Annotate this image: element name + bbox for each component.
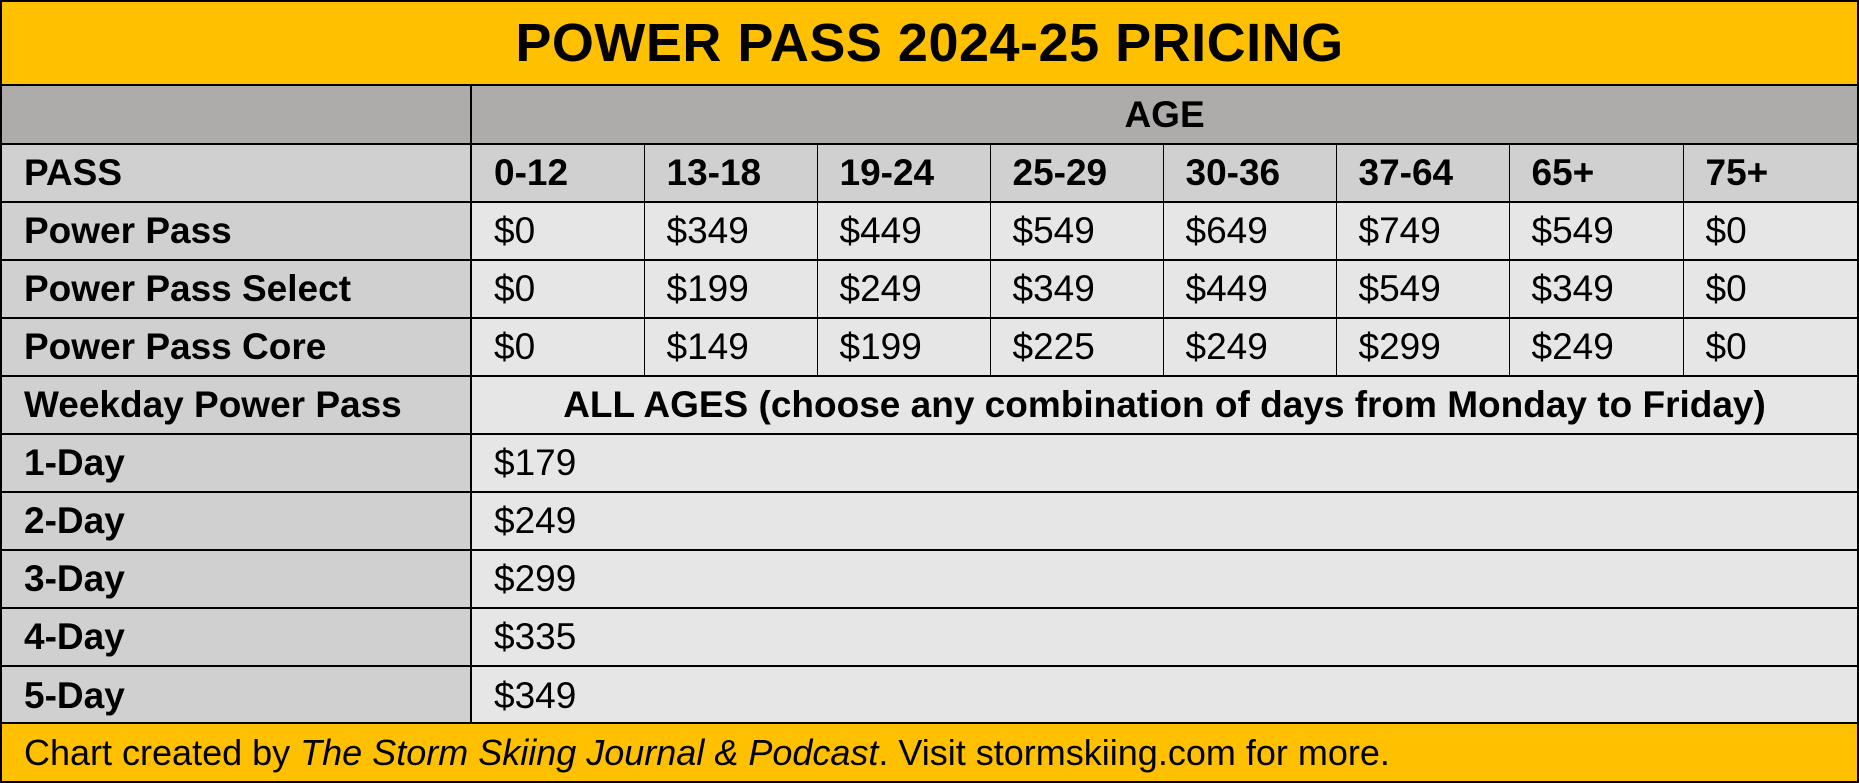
column-header-row: PASS 0-12 13-18 19-24 25-29 30-36 37-64 … (2, 144, 1858, 203)
price-cell: $749 (1336, 202, 1510, 261)
age-header: AGE (471, 86, 1858, 145)
price-cell: $299 (471, 550, 1858, 609)
price-cell: $349 (471, 666, 1858, 724)
table-row: 5-Day $349 (2, 666, 1858, 724)
table-row: Power Pass Core $0 $149 $199 $225 $249 $… (2, 318, 1858, 377)
row-label: 5-Day (2, 666, 472, 724)
age-column-header: 75+ (1683, 144, 1858, 203)
price-cell: $649 (1163, 202, 1337, 261)
row-label: Power Pass Core (2, 318, 472, 377)
row-label: 1-Day (2, 434, 472, 493)
age-header-row: AGE (2, 86, 1858, 145)
age-column-header: 65+ (1509, 144, 1684, 203)
price-cell: $349 (644, 202, 818, 261)
age-column-header: 0-12 (471, 144, 645, 203)
price-cell: $249 (471, 492, 1858, 551)
price-cell: $249 (1163, 318, 1337, 377)
price-cell: $349 (1509, 260, 1684, 319)
table-row: 4-Day $335 (2, 608, 1858, 667)
price-cell: $199 (817, 318, 991, 377)
row-label: Power Pass (2, 202, 472, 261)
price-cell: $0 (471, 318, 645, 377)
price-cell: $335 (471, 608, 1858, 667)
pass-header: PASS (2, 144, 472, 203)
row-label: 3-Day (2, 550, 472, 609)
price-cell: $449 (817, 202, 991, 261)
price-cell: $549 (1336, 260, 1510, 319)
age-column-header: 37-64 (1336, 144, 1510, 203)
pricing-table: AGE PASS 0-12 13-18 19-24 25-29 30-36 37… (2, 86, 1858, 724)
footer-source: The Storm Skiing Journal & Podcast (300, 731, 879, 773)
table-row: Power Pass Select $0 $199 $249 $349 $449… (2, 260, 1858, 319)
weekday-header-row: Weekday Power Pass ALL AGES (choose any … (2, 376, 1858, 435)
price-cell: $249 (817, 260, 991, 319)
price-cell: $179 (471, 434, 1858, 493)
age-column-header: 30-36 (1163, 144, 1337, 203)
price-cell: $0 (1683, 318, 1858, 377)
row-label: Power Pass Select (2, 260, 472, 319)
price-cell: $249 (1509, 318, 1684, 377)
age-column-header: 25-29 (990, 144, 1164, 203)
price-cell: $0 (471, 202, 645, 261)
price-cell: $349 (990, 260, 1164, 319)
all-ages-note: ALL AGES (choose any combination of days… (471, 376, 1858, 435)
price-cell: $449 (1163, 260, 1337, 319)
table-row: 3-Day $299 (2, 550, 1858, 609)
footer-suffix: . Visit stormskiing.com for more. (878, 731, 1390, 773)
price-cell: $225 (990, 318, 1164, 377)
price-cell: $549 (1509, 202, 1684, 261)
row-label: 4-Day (2, 608, 472, 667)
footer-prefix: Chart created by (24, 731, 301, 773)
price-cell: $0 (1683, 202, 1858, 261)
price-cell: $549 (990, 202, 1164, 261)
price-cell: $299 (1336, 318, 1510, 377)
age-column-header: 13-18 (644, 144, 818, 203)
row-label: 2-Day (2, 492, 472, 551)
price-cell: $149 (644, 318, 818, 377)
table-row: Power Pass $0 $349 $449 $549 $649 $749 $… (2, 202, 1858, 261)
age-column-header: 19-24 (817, 144, 991, 203)
weekday-label: Weekday Power Pass (2, 376, 472, 435)
age-header-blank (2, 86, 472, 145)
table-row: 1-Day $179 (2, 434, 1858, 493)
price-cell: $0 (471, 260, 645, 319)
price-cell: $199 (644, 260, 818, 319)
chart-title: POWER PASS 2024-25 PRICING (2, 2, 1857, 86)
price-cell: $0 (1683, 260, 1858, 319)
table-row: 2-Day $249 (2, 492, 1858, 551)
footer-credit: Chart created by The Storm Skiing Journa… (2, 722, 1857, 781)
